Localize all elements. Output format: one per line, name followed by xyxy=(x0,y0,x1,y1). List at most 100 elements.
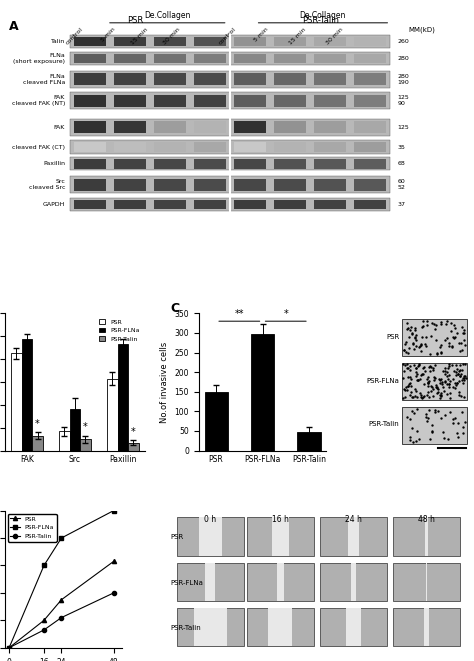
Bar xyxy=(234,143,266,152)
Point xyxy=(440,432,447,443)
Point xyxy=(424,413,431,424)
Point xyxy=(407,321,415,332)
Point xyxy=(403,324,410,334)
Bar xyxy=(22,338,32,451)
Text: FAK: FAK xyxy=(54,125,65,130)
PSR xyxy=(111,557,117,565)
Point xyxy=(433,383,441,393)
Bar xyxy=(177,563,244,601)
Point xyxy=(435,406,442,416)
Point xyxy=(417,374,424,385)
Text: De.Collagen: De.Collagen xyxy=(300,11,346,20)
Bar xyxy=(274,122,306,133)
Text: 60
52: 60 52 xyxy=(397,180,405,190)
Point xyxy=(418,369,426,379)
Bar xyxy=(114,37,146,46)
Point xyxy=(456,386,463,397)
Bar xyxy=(402,407,466,444)
Point xyxy=(462,373,469,384)
Text: 24 h: 24 h xyxy=(345,515,362,524)
Point xyxy=(454,364,461,375)
Point xyxy=(438,387,445,398)
Point xyxy=(408,422,416,433)
Bar xyxy=(70,119,390,136)
Point xyxy=(456,376,463,387)
PSR-FLNa xyxy=(41,561,47,569)
Text: 37: 37 xyxy=(397,202,405,207)
Bar xyxy=(314,95,346,106)
Bar xyxy=(314,54,346,63)
Point xyxy=(403,317,411,328)
Point xyxy=(438,377,446,387)
Point xyxy=(446,407,454,417)
Bar xyxy=(204,392,228,451)
Point xyxy=(413,391,421,402)
Bar xyxy=(314,143,346,152)
Bar xyxy=(177,518,244,556)
PSR xyxy=(59,596,64,603)
Point xyxy=(449,332,457,342)
Point xyxy=(452,379,460,390)
Point xyxy=(445,379,452,389)
Point xyxy=(436,378,444,389)
Point xyxy=(420,379,428,389)
Point xyxy=(423,390,431,401)
Bar xyxy=(194,159,226,169)
Point xyxy=(448,342,456,352)
Point xyxy=(423,415,430,426)
Bar xyxy=(274,37,306,46)
Point xyxy=(425,377,432,388)
Bar xyxy=(393,518,460,556)
Point xyxy=(412,363,420,373)
Point xyxy=(420,362,428,372)
Bar xyxy=(268,608,292,646)
Point xyxy=(460,370,468,381)
Point xyxy=(418,369,425,380)
Bar xyxy=(354,200,386,210)
Point xyxy=(410,408,418,418)
Point xyxy=(445,361,453,371)
Point xyxy=(454,418,462,428)
Point xyxy=(458,345,465,356)
Point xyxy=(432,405,439,415)
Text: 35: 35 xyxy=(397,145,405,149)
Bar xyxy=(74,143,106,152)
Text: PSR-Talin: PSR-Talin xyxy=(369,422,400,428)
Line: PSR-FLNa: PSR-FLNa xyxy=(7,508,116,650)
Point xyxy=(434,384,441,395)
Bar xyxy=(274,73,306,85)
PSR xyxy=(6,644,12,652)
Text: 68: 68 xyxy=(397,161,405,167)
Point xyxy=(441,366,449,376)
Point xyxy=(418,391,425,402)
Bar xyxy=(314,73,346,85)
Bar xyxy=(114,95,146,106)
Point xyxy=(445,359,453,369)
Point xyxy=(418,346,425,356)
Bar xyxy=(393,608,460,646)
Point xyxy=(429,391,437,401)
Point xyxy=(412,362,420,373)
Point xyxy=(427,361,434,371)
Bar xyxy=(154,143,186,152)
Point xyxy=(436,375,444,385)
Point xyxy=(446,369,453,380)
Bar xyxy=(354,95,386,106)
Point xyxy=(428,426,436,436)
Text: 5 min: 5 min xyxy=(254,26,270,42)
Point xyxy=(408,329,416,339)
Point xyxy=(419,392,427,403)
Point xyxy=(456,365,464,375)
Point xyxy=(407,373,414,384)
Bar xyxy=(74,73,106,85)
Point xyxy=(446,393,454,403)
Point xyxy=(419,316,427,327)
Point xyxy=(446,375,454,386)
Text: 30 min: 30 min xyxy=(325,26,344,46)
Text: *: * xyxy=(83,422,88,432)
Text: 15 min: 15 min xyxy=(288,26,307,45)
Point xyxy=(427,366,434,377)
Bar xyxy=(402,363,466,400)
Point xyxy=(435,374,443,385)
Bar xyxy=(314,37,346,46)
